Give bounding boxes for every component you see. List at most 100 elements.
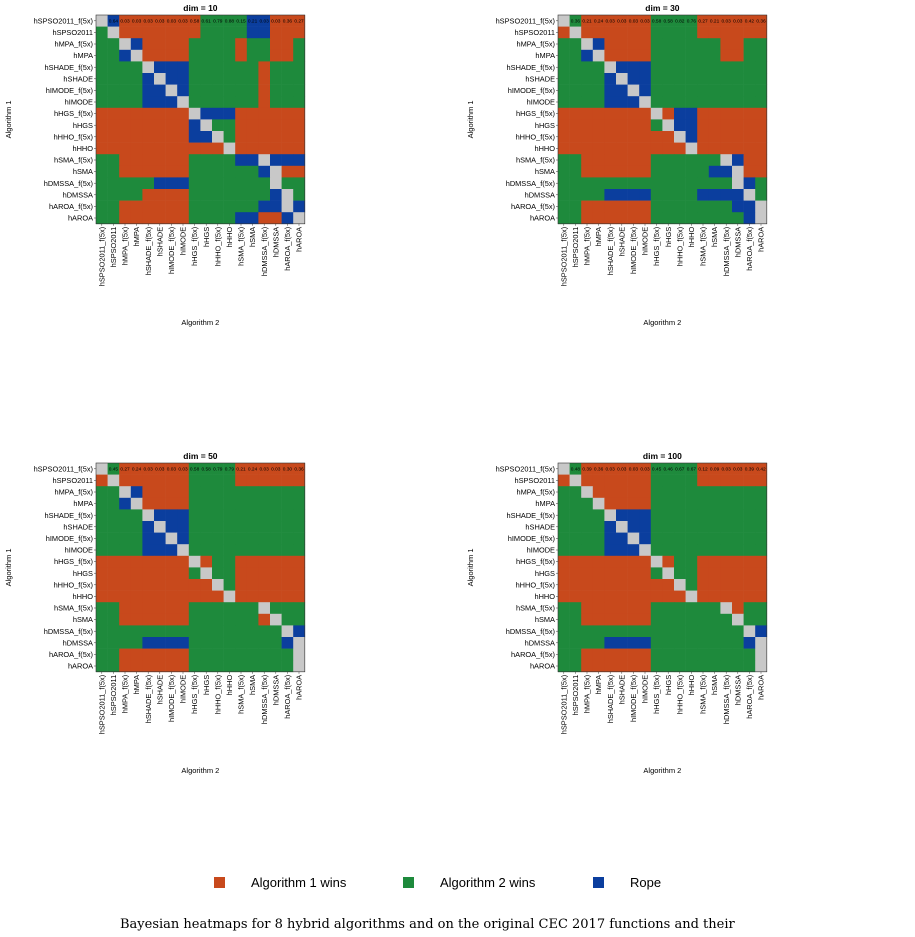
heatmap-cell — [235, 648, 248, 661]
y-tick-label: hAROA_f(5x) — [511, 650, 555, 659]
heatmap-cell — [639, 474, 652, 487]
heatmap-cell — [674, 486, 686, 499]
heatmap-cell — [96, 497, 108, 510]
heatmap-cell — [558, 497, 570, 510]
heatmap-cell — [142, 509, 155, 522]
heatmap-cell — [592, 521, 605, 533]
heatmap-cell — [154, 579, 166, 591]
heatmap-cell — [246, 486, 259, 499]
heatmap-cell — [165, 637, 178, 649]
heatmap-cell — [130, 521, 143, 533]
heatmap-cell — [270, 613, 282, 626]
heatmap-cell — [130, 177, 143, 190]
heatmap-cell — [569, 509, 582, 522]
heatmap-cell — [755, 567, 768, 580]
heatmap-cell — [188, 532, 201, 545]
heatmap-cell — [650, 142, 663, 155]
heatmap-cell — [708, 463, 721, 475]
heatmap-cell — [627, 107, 640, 120]
heatmap-cell — [119, 61, 132, 74]
heatmap-cell — [581, 73, 594, 85]
heatmap-cell — [755, 602, 768, 615]
heatmap-cell — [270, 15, 282, 27]
heatmap-cell — [119, 544, 132, 557]
heatmap-cell — [569, 49, 582, 62]
heatmap-cell — [662, 96, 675, 109]
heatmap-cell — [581, 497, 594, 510]
heatmap-cell — [107, 212, 120, 225]
heatmap-cell — [569, 474, 582, 487]
heatmap-cell — [96, 509, 108, 522]
heatmap-cell — [281, 463, 294, 475]
heatmap-cell — [258, 648, 271, 661]
heatmap-cell — [154, 532, 166, 545]
heatmap-cell — [270, 61, 282, 74]
x-tick-label: hHHO — [225, 227, 234, 248]
heatmap-cell — [119, 177, 132, 190]
legend-swatch-algorithm1 — [214, 876, 225, 888]
heatmap-cell — [592, 648, 605, 661]
heatmap-cell — [223, 61, 236, 74]
heatmap-cell — [96, 84, 108, 97]
y-axis-label: Algorithm 1 — [4, 548, 13, 586]
cell-value-label: 0.03 — [132, 19, 142, 25]
x-tick-label: hSPSO2011_f(5x) — [559, 675, 568, 734]
heatmap-cell — [639, 555, 652, 568]
heatmap-cell — [177, 637, 190, 649]
y-tick-label: hHHO — [72, 144, 93, 153]
heatmap-cell — [755, 96, 768, 109]
x-tick-label: hSPSO2011 — [109, 675, 118, 716]
heatmap-cell — [258, 131, 271, 143]
heatmap-cell — [188, 107, 201, 120]
heatmap-cell — [96, 637, 108, 649]
cell-value-label: 0.42 — [756, 467, 766, 473]
heatmap-cell — [604, 73, 617, 85]
heatmap-cell — [142, 555, 155, 568]
heatmap-cell — [743, 73, 756, 85]
heatmap-cell — [627, 200, 640, 213]
y-tick-label: hIMODE_f(5x) — [46, 534, 93, 543]
heatmap-cell — [697, 84, 710, 97]
x-tick-label: hMPA_f(5x) — [121, 675, 130, 713]
heatmap-cell — [732, 463, 744, 475]
y-tick-label: hSPSO2011_f(5x) — [496, 464, 555, 473]
heatmap-cell — [130, 509, 143, 522]
heatmap-cell — [604, 96, 617, 109]
heatmap-cell — [697, 474, 710, 487]
heatmap-cell — [200, 61, 213, 74]
panel-title: dim = 10 — [183, 3, 218, 13]
heatmap-cell — [200, 474, 213, 487]
heatmap-cell — [177, 38, 190, 51]
heatmap-cell — [639, 637, 652, 649]
y-tick-label: hSPSO2011 — [514, 28, 555, 37]
heatmap-cell — [281, 200, 294, 213]
heatmap-cell — [188, 509, 201, 522]
heatmap-cell — [616, 567, 628, 580]
heatmap-cell — [685, 26, 698, 39]
heatmap-cell — [720, 73, 733, 85]
x-tick-label: hSHADE — [617, 675, 626, 705]
heatmap-cell — [627, 189, 640, 201]
x-tick-label: hHHO_f(5x) — [675, 675, 684, 714]
heatmap-cell — [142, 177, 155, 190]
heatmap-cell — [697, 107, 710, 120]
heatmap-cell — [246, 555, 259, 568]
heatmap-cell — [188, 38, 201, 51]
heatmap-cell — [674, 544, 686, 557]
heatmap-cell — [639, 648, 652, 661]
heatmap-cell — [685, 200, 698, 213]
heatmap-cell — [154, 84, 166, 97]
heatmap-cell — [212, 579, 224, 591]
heatmap-cell — [107, 200, 120, 213]
cell-value-label: 0.79 — [213, 19, 223, 25]
heatmap-cell — [697, 555, 710, 568]
heatmap-cell — [177, 189, 190, 201]
heatmap-cell — [592, 165, 605, 178]
panel-title: dim = 50 — [183, 451, 218, 461]
heatmap-cell — [235, 73, 248, 85]
cell-value-label: 0.36 — [294, 467, 304, 473]
heatmap-cell — [223, 648, 236, 661]
heatmap-cell — [130, 84, 143, 97]
heatmap-cell — [154, 555, 166, 568]
heatmap-cell — [592, 15, 605, 27]
